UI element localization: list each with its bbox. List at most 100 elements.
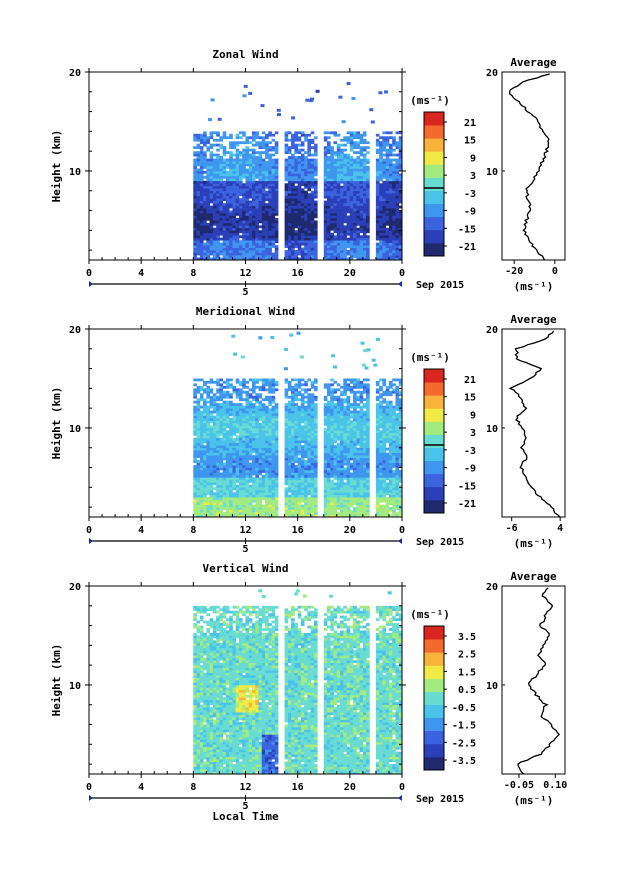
heatmap-cell <box>229 477 233 481</box>
heatmap-cell <box>268 460 272 463</box>
heatmap-cell <box>304 180 308 184</box>
heatmap-cell <box>255 393 259 397</box>
heatmap-cell <box>222 489 227 493</box>
heatmap-cell <box>389 222 393 226</box>
heatmap-cell <box>242 432 246 436</box>
heatmap-cell <box>242 255 246 258</box>
heatmap-cell <box>398 217 403 221</box>
heatmap-cell <box>212 460 217 463</box>
heatmap-cell <box>333 462 338 466</box>
heatmap-cell <box>206 257 210 261</box>
heatmap-cell <box>359 203 364 206</box>
heatmap-cell <box>199 410 204 414</box>
heatmap-cell <box>310 403 315 406</box>
heatmap-cell <box>199 479 204 483</box>
heatmap-cell <box>199 445 204 449</box>
heatmap-cell <box>330 514 334 518</box>
heatmap-cell <box>248 166 253 169</box>
heatmap-cell <box>252 442 256 446</box>
heatmap-cell <box>252 410 256 414</box>
heatmap-cell <box>239 435 243 439</box>
heatmap-cell <box>268 447 272 451</box>
heatmap-cell <box>252 161 256 164</box>
heatmap-cell <box>206 163 210 167</box>
heatmap-cell <box>209 185 214 189</box>
heatmap-cell <box>327 188 331 192</box>
heatmap-cell <box>232 161 237 164</box>
heatmap-cell <box>346 188 351 192</box>
heatmap-cell <box>212 190 217 194</box>
heatmap-cell <box>193 477 197 481</box>
heatmap-cell <box>304 489 308 493</box>
heatmap-cell <box>239 398 243 402</box>
heatmap-cell <box>382 240 386 243</box>
heatmap-cell <box>255 200 259 204</box>
heatmap-cell <box>193 235 197 239</box>
heatmap-cell <box>336 190 341 194</box>
heatmap-cell <box>356 230 360 234</box>
heatmap-cell <box>314 504 318 508</box>
heatmap-cell <box>258 180 263 184</box>
heatmap-cell <box>216 403 220 406</box>
heatmap-cell <box>395 232 400 236</box>
heatmap-cell <box>297 504 302 508</box>
heatmap-cell <box>310 410 315 414</box>
heatmap-cell <box>225 512 230 515</box>
heatmap-cell <box>349 215 354 219</box>
heatmap-cell <box>297 151 302 154</box>
heatmap-cell <box>255 245 259 248</box>
heatmap-cell <box>333 210 338 214</box>
heatmap-cell <box>389 158 393 162</box>
heatmap-cell <box>375 175 380 179</box>
heatmap-cell <box>343 163 347 167</box>
heatmap-cell <box>255 425 259 429</box>
heatmap-cell <box>330 400 334 404</box>
heatmap-cell <box>375 208 380 211</box>
heatmap-cell <box>245 195 250 199</box>
heatmap-cell <box>216 213 220 216</box>
heatmap-cell <box>268 245 272 248</box>
heatmap-cell <box>206 504 210 508</box>
heatmap-cell <box>330 435 334 439</box>
heatmap-cell <box>229 180 233 184</box>
heatmap-cell <box>219 413 223 416</box>
heatmap-cell <box>327 237 331 241</box>
heatmap-cell <box>359 158 364 162</box>
heatmap-cell <box>300 217 305 221</box>
heatmap-cell <box>245 173 250 177</box>
heatmap-cell <box>304 430 308 434</box>
heatmap-cell <box>297 435 302 439</box>
heatmap-cell <box>258 430 263 434</box>
heatmap-cell <box>389 227 393 231</box>
heatmap-cell <box>199 420 204 424</box>
heatmap-cell <box>232 175 237 179</box>
heatmap-cell <box>307 170 311 174</box>
heatmap-cell <box>235 378 240 382</box>
heatmap-cell <box>294 425 298 429</box>
heatmap-cell <box>336 427 341 431</box>
heatmap-cell <box>336 220 341 224</box>
heatmap-cell <box>265 185 269 189</box>
heatmap-cell <box>219 472 223 476</box>
heatmap-cell <box>294 445 298 449</box>
heatmap-cell <box>219 442 223 446</box>
heatmap-cell <box>242 235 246 239</box>
heatmap-cell <box>255 470 259 473</box>
heatmap-cell <box>356 163 360 167</box>
heatmap-cell <box>389 148 393 152</box>
heatmap-cell <box>366 185 370 189</box>
heatmap-cell <box>235 222 240 226</box>
heatmap-cell <box>291 222 295 226</box>
heatmap-cell <box>310 175 315 179</box>
heatmap-cell <box>323 183 328 187</box>
heatmap-cell <box>274 455 279 458</box>
heatmap-cell <box>216 499 220 503</box>
heatmap-cell <box>353 230 357 234</box>
heatmap-cell <box>209 378 214 382</box>
heatmap-cell <box>330 425 334 429</box>
heatmap-cell <box>242 440 246 444</box>
heatmap-cell <box>219 452 223 456</box>
heatmap-cell <box>271 213 276 216</box>
heatmap-cell <box>216 203 220 206</box>
heatmap-cell <box>232 509 237 513</box>
